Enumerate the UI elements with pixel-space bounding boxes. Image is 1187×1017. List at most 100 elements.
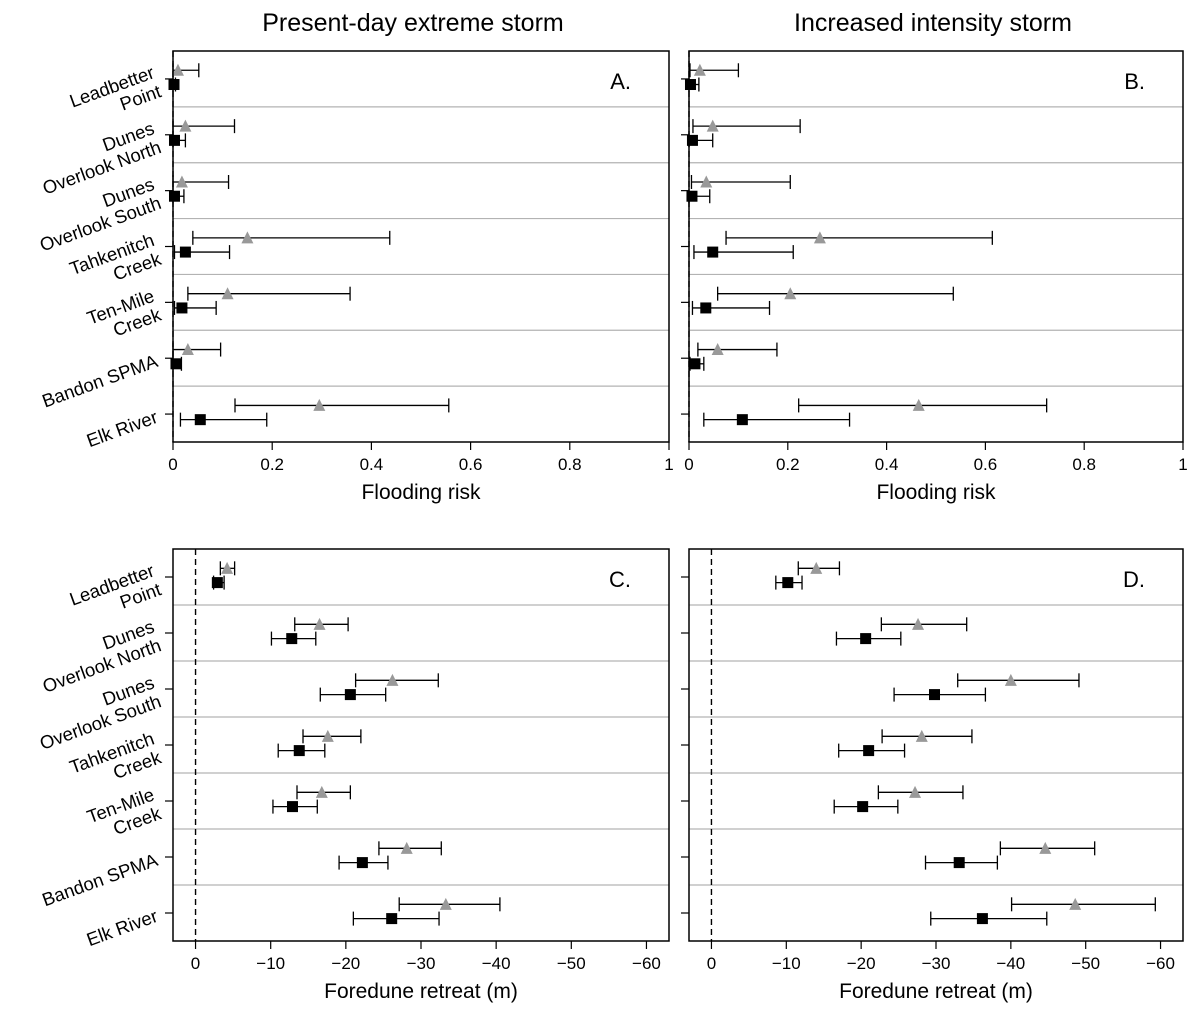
square-point <box>170 358 182 370</box>
square-point <box>168 190 180 202</box>
square-point <box>168 79 180 91</box>
square-point <box>857 801 869 813</box>
triangle-point <box>706 119 719 132</box>
square-point <box>976 913 988 925</box>
triangle-point <box>241 231 254 244</box>
square-point <box>293 745 305 757</box>
panel-letter: D. <box>1123 567 1145 592</box>
triangle-point <box>175 175 188 188</box>
panel-frame <box>688 50 1184 443</box>
x-tick-label: −40 <box>996 954 1025 973</box>
x-tick-label: 1 <box>1178 455 1187 474</box>
triangle-point <box>1004 673 1017 686</box>
triangle-point <box>784 287 797 300</box>
triangle-point <box>313 617 326 630</box>
panel-frame <box>688 548 1184 942</box>
square-point <box>860 633 872 645</box>
x-tick-label: −50 <box>557 954 586 973</box>
square-point <box>689 358 701 370</box>
triangle-point <box>1039 841 1052 854</box>
square-point <box>700 302 712 314</box>
square-point <box>929 689 941 701</box>
x-tick-label: 0 <box>684 455 693 474</box>
x-tick-label: −10 <box>256 954 285 973</box>
triangle-point <box>221 287 234 300</box>
triangle-point <box>915 729 928 742</box>
triangle-point <box>439 897 452 910</box>
triangle-point <box>693 63 706 76</box>
square-point <box>179 246 191 258</box>
x-tick-label: 0.4 <box>360 455 384 474</box>
triangle-point <box>315 785 328 798</box>
square-point <box>211 577 223 589</box>
triangle-point <box>386 673 399 686</box>
triangle-point <box>171 63 184 76</box>
square-point <box>386 913 398 925</box>
x-tick-label: −60 <box>632 954 661 973</box>
x-tick-label: 0.4 <box>875 455 899 474</box>
site-label: Ten-MileCreek <box>84 285 164 348</box>
site-label: Elk River <box>84 406 161 451</box>
panel-b: 0 0.2 0.4 0.6 0.8 1 Flooding risk B. <box>681 50 1187 504</box>
panel-frame <box>172 50 670 443</box>
square-point <box>356 857 368 869</box>
square-point <box>707 246 719 258</box>
x-tick-label: 0.8 <box>558 455 582 474</box>
x-tick-label: 0.6 <box>974 455 998 474</box>
square-point <box>194 414 206 426</box>
square-point <box>736 414 748 426</box>
square-point <box>286 801 298 813</box>
panel-d: 0 −10 −20 −30 −40 −50 −60 Foredune retreat (m) D… <box>681 548 1184 1003</box>
site-label-line: Bandon SPMA <box>39 849 161 910</box>
site-label: Elk River <box>84 905 161 950</box>
square-point <box>176 302 188 314</box>
x-axis-label: Foredune retreat (m) <box>839 980 1033 1003</box>
x-tick-label: 0.6 <box>459 455 483 474</box>
x-tick-label: 0.2 <box>260 455 284 474</box>
site-label: Ten-MileCreek <box>84 783 164 846</box>
x-tick-label: −50 <box>1071 954 1100 973</box>
triangle-point <box>313 398 326 411</box>
x-tick-label: −30 <box>922 954 951 973</box>
triangle-point <box>912 398 925 411</box>
square-point <box>953 857 965 869</box>
x-axis-label: Foredune retreat (m) <box>324 980 518 1003</box>
right-column-title: Increased intensity storm <box>794 9 1072 37</box>
x-tick-label: 0 <box>707 954 716 973</box>
left-column-title: Present-day extreme storm <box>262 9 564 37</box>
site-label-line: Bandon SPMA <box>39 350 161 411</box>
x-tick-label: −20 <box>847 954 876 973</box>
triangle-point <box>909 785 922 798</box>
triangle-point <box>181 343 194 356</box>
x-tick-label: 1 <box>664 455 673 474</box>
x-tick-label: 0.8 <box>1072 455 1096 474</box>
x-tick-label: −20 <box>331 954 360 973</box>
x-tick-label: −10 <box>772 954 801 973</box>
triangle-point <box>1069 897 1082 910</box>
panel-letter: C. <box>609 567 631 592</box>
square-point <box>168 134 180 146</box>
triangle-point <box>912 617 925 630</box>
site-label-line: Elk River <box>84 905 161 950</box>
x-tick-label: 0 <box>191 954 200 973</box>
triangle-point <box>321 729 334 742</box>
panel-letter: A. <box>610 69 631 94</box>
square-point <box>686 134 698 146</box>
triangle-point <box>700 175 713 188</box>
triangle-point <box>810 561 823 574</box>
square-point <box>684 79 696 91</box>
square-point <box>344 689 356 701</box>
site-label-line: Elk River <box>84 406 161 451</box>
triangle-point <box>400 841 413 854</box>
triangle-point <box>221 561 234 574</box>
x-tick-label: −30 <box>407 954 436 973</box>
site-label: Bandon SPMA <box>39 849 161 910</box>
square-point <box>863 745 875 757</box>
triangle-point <box>179 119 192 132</box>
square-point <box>782 577 794 589</box>
x-tick-label: −40 <box>482 954 511 973</box>
x-axis-label: Flooding risk <box>876 481 996 504</box>
x-tick-label: 0.2 <box>776 455 800 474</box>
